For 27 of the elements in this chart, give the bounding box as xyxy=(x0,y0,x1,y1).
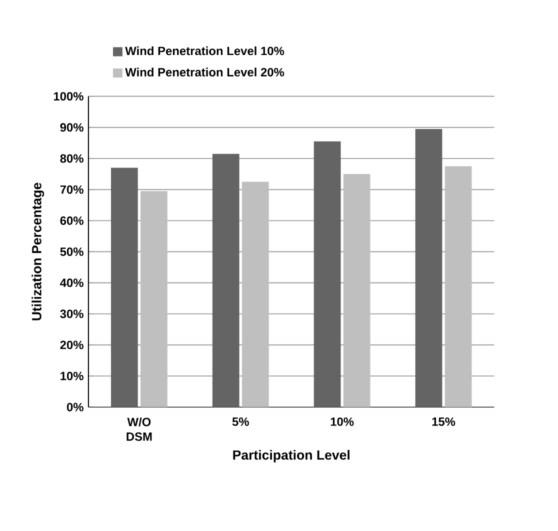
y-tick-label: 90% xyxy=(60,123,84,132)
bar xyxy=(242,182,269,408)
bar xyxy=(140,191,168,408)
x-tick-label: 5% xyxy=(232,417,249,426)
y-tick-label: 50% xyxy=(60,248,84,256)
y-axis-title: Utilization Percentage xyxy=(32,182,44,320)
bar xyxy=(212,154,240,408)
legend-label: Wind Penetration Level 10% xyxy=(125,46,284,56)
x-tick-label: 15% xyxy=(432,417,456,426)
y-tick-label: 40% xyxy=(60,278,84,288)
y-tick-label: 30% xyxy=(60,310,84,318)
y-tick-label: 0% xyxy=(66,402,84,412)
y-tick-label: 10% xyxy=(60,372,84,380)
bar xyxy=(343,174,370,408)
x-axis-title: Participation Level xyxy=(233,450,350,462)
y-tick-label: 100% xyxy=(54,92,84,101)
x-tick-label: 10% xyxy=(330,417,354,426)
bar xyxy=(444,166,472,408)
bar xyxy=(415,129,442,408)
bar xyxy=(110,168,138,408)
y-tick-label: 20% xyxy=(60,340,84,350)
y-tick-label: 70% xyxy=(60,185,84,194)
legend-label: Wind Penetration Level 20% xyxy=(125,68,284,76)
bar xyxy=(314,141,341,408)
y-tick-label: 80% xyxy=(60,154,84,163)
y-tick-label: 60% xyxy=(60,216,84,225)
x-tick-label: W/O DSM xyxy=(126,417,152,441)
